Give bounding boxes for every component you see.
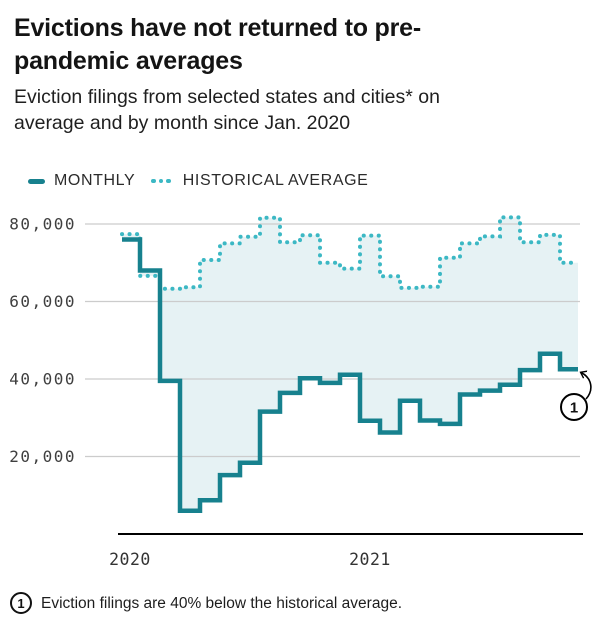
monthly-line [122, 237, 578, 514]
legend-average-label: HISTORICAL AVERAGE [182, 172, 369, 189]
x-axis-label-2020: 2020 [109, 550, 151, 569]
subtitle-line-1: Eviction filings from selected states an… [14, 86, 440, 108]
chart-svg: 20,000 40,000 60,000 80,000 2020 2021 1 [9, 215, 592, 569]
footnote: 1 Eviction filings are 40% below the his… [10, 591, 402, 615]
chart-legend: MONTHLY HISTORICAL AVERAGE [28, 172, 368, 190]
title-line-2: pandemic averages [14, 46, 243, 75]
y-axis-label-80,000: 80,000 [9, 215, 76, 234]
subtitle-line-2: average and by month since Jan. 2020 [14, 112, 351, 135]
fill-between-area [122, 217, 578, 511]
monthly-line-swatch-icon [28, 178, 45, 184]
annotation-number: 1 [570, 400, 578, 417]
chart-area: 20,000 40,000 60,000 80,000 2020 2021 1 [0, 200, 600, 588]
annotation-arrow [581, 373, 592, 400]
footnote-number-badge: 1 [10, 592, 32, 614]
annotation-circle [560, 393, 588, 421]
legend-monthly-label: MONTHLY [54, 172, 136, 189]
y-axis-label-60,000: 60,000 [9, 292, 76, 311]
x-axis-label-2021: 2021 [349, 550, 391, 569]
page-subtitle: Eviction filings from selected states an… [14, 84, 440, 136]
footnote-text: Eviction filings are 40% below the histo… [41, 595, 402, 612]
average-dots-swatch-icon [151, 178, 174, 184]
title-line-1: Evictions have not returned to pre- [14, 14, 421, 42]
historical-average-line [120, 215, 580, 291]
page-title: Evictions have not returned to pre- pand… [14, 12, 421, 77]
y-axis-label-40,000: 40,000 [9, 370, 76, 389]
y-axis-label-20,000: 20,000 [9, 447, 76, 466]
